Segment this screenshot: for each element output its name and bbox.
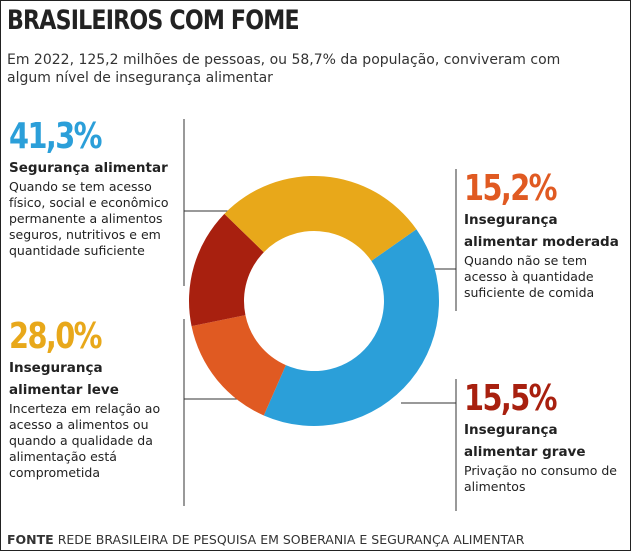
category-label: Insegurança alimentar moderada (464, 212, 619, 250)
source-label: FONTE (7, 532, 54, 547)
value-label: 28,0% (9, 316, 103, 357)
segment-label: 15,5% Insegurança alimentar grave Privação… (464, 379, 624, 495)
source-text: REDE BRASILEIRA DE PESQUISA EM SOBERANIA… (57, 532, 525, 547)
subtitle: Em 2022, 125,2 milhões de pessoas, ou 58… (7, 52, 561, 86)
segment-label: 15,2% Insegurança alimentar moderada Quand… (464, 169, 624, 301)
donut-segment (224, 176, 417, 261)
category-label: Segurança alimentar (9, 160, 168, 176)
segment-label: 41,3% Segurança alimentar Quando se tem ac… (9, 117, 184, 259)
description: Privação no consumo de alimentos (464, 463, 617, 494)
value-label: 15,5% (464, 378, 558, 419)
chart-title: BRASILEIROS COM FOME (7, 5, 300, 36)
donut-segment (191, 315, 286, 416)
segment-label: 28,0% Insegurança alimentar leve Incerteza… (9, 317, 179, 481)
description: Quando não se tem acesso à quantidade su… (464, 253, 595, 300)
donut-segment (189, 213, 264, 327)
value-label: 15,2% (464, 168, 558, 209)
value-label: 41,3% (9, 116, 103, 157)
description: Incerteza em relação ao acesso a aliment… (9, 401, 161, 480)
category-label: Insegurança alimentar leve (9, 360, 119, 398)
source: FONTE REDE BRASILEIRA DE PESQUISA EM SOBE… (7, 532, 524, 547)
donut-segment (263, 229, 440, 426)
category-label: Insegurança alimentar grave (464, 422, 586, 460)
description: Quando se tem acesso físico, social e ec… (9, 179, 169, 258)
